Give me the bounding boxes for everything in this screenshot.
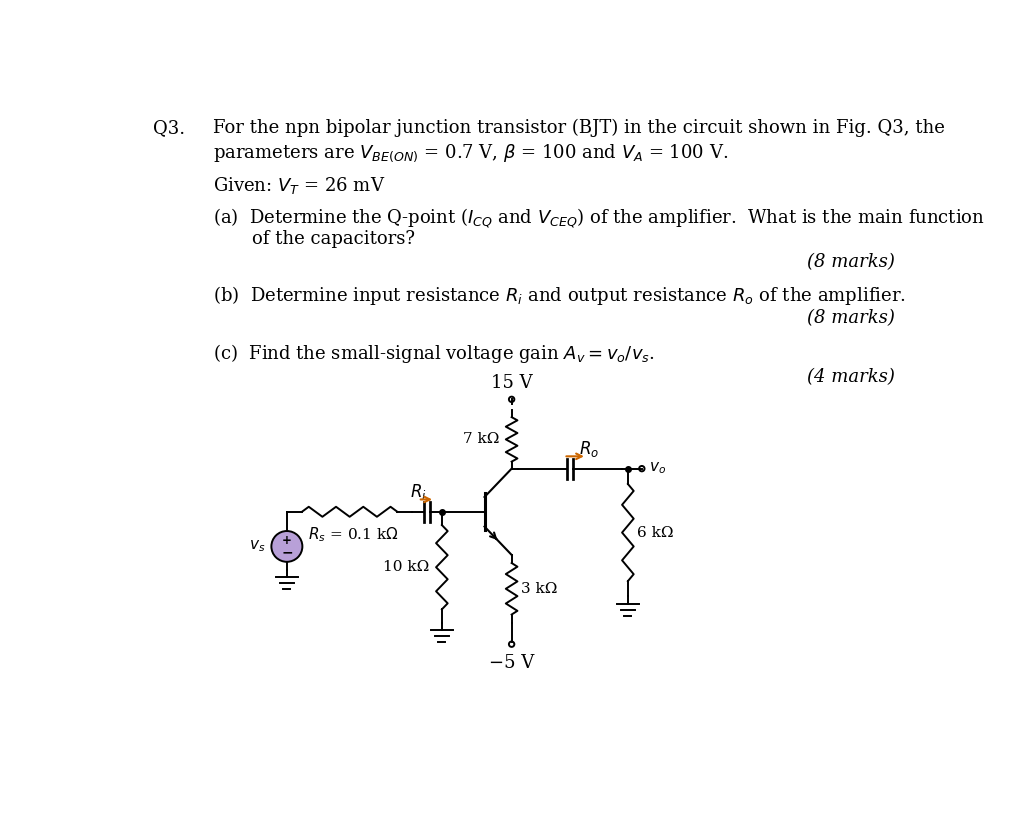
- Text: $v_s$: $v_s$: [249, 539, 265, 554]
- Text: For the npn bipolar junction transistor (BJT) in the circuit shown in Fig. Q3, t: For the npn bipolar junction transistor …: [213, 119, 945, 138]
- Text: 3 kΩ: 3 kΩ: [521, 581, 557, 595]
- Text: $R_i$: $R_i$: [410, 482, 427, 502]
- Text: (a)  Determine the Q-point ($I_{CQ}$ and $V_{CEQ}$) of the amplifier.  What is t: (a) Determine the Q-point ($I_{CQ}$ and …: [213, 207, 985, 230]
- Text: Q3.: Q3.: [153, 119, 185, 137]
- Text: −5 V: −5 V: [489, 654, 535, 672]
- Text: 10 kΩ: 10 kΩ: [383, 560, 429, 574]
- Text: (8 marks): (8 marks): [807, 310, 895, 328]
- Text: 15 V: 15 V: [490, 373, 532, 391]
- Text: (4 marks): (4 marks): [807, 369, 895, 387]
- Text: of the capacitors?: of the capacitors?: [252, 230, 415, 248]
- Text: (b)  Determine input resistance $R_i$ and output resistance $R_o$ of the amplifi: (b) Determine input resistance $R_i$ and…: [213, 284, 906, 307]
- Circle shape: [271, 531, 302, 562]
- Text: +: +: [282, 534, 292, 547]
- Text: (8 marks): (8 marks): [807, 253, 895, 271]
- Text: $v_o$: $v_o$: [649, 461, 666, 477]
- Text: $R_o$: $R_o$: [579, 439, 599, 459]
- Text: (c)  Find the small-signal voltage gain $A_v = v_o/v_s$.: (c) Find the small-signal voltage gain $…: [213, 342, 655, 365]
- Text: 6 kΩ: 6 kΩ: [637, 526, 674, 540]
- Text: $R_s$ = 0.1 k$\Omega$: $R_s$ = 0.1 k$\Omega$: [308, 526, 398, 545]
- Text: −: −: [281, 545, 293, 559]
- Text: 7 kΩ: 7 kΩ: [463, 432, 500, 446]
- Text: Given: $V_T$ = 26 mV: Given: $V_T$ = 26 mV: [213, 174, 386, 196]
- Text: parameters are $V_{BE(ON)}$ = 0.7 V, $\beta$ = 100 and $V_A$ = 100 V.: parameters are $V_{BE(ON)}$ = 0.7 V, $\b…: [213, 143, 728, 164]
